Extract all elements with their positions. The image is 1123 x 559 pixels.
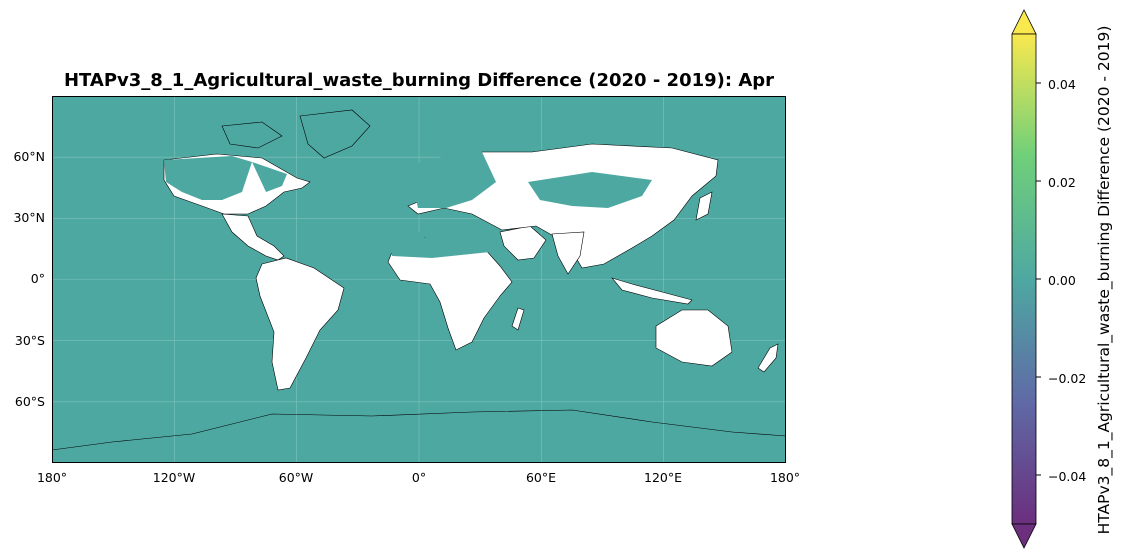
colorbar-tick-neg-0-02: −0.02 bbox=[1048, 371, 1087, 386]
lon-tick-60w: 60°W bbox=[278, 470, 314, 485]
lat-tick-30n: 30°N bbox=[13, 210, 45, 225]
coast-arctic-islands bbox=[221, 121, 283, 149]
overlay-central-asia bbox=[528, 172, 652, 208]
lon-tick-120w: 120°W bbox=[152, 470, 196, 485]
map-plot bbox=[52, 96, 786, 463]
lat-tick-60s: 60°S bbox=[14, 394, 45, 409]
colorbar-tick-neg-0-04: −0.04 bbox=[1048, 469, 1087, 484]
land-new-zealand bbox=[757, 343, 779, 373]
land-indonesia bbox=[611, 277, 693, 305]
overlay-canada bbox=[164, 156, 252, 200]
land-central-america bbox=[221, 213, 285, 261]
colorbar-gradient bbox=[1011, 33, 1037, 525]
colorbar-label: HTAPv3_8_1_Agricultural_waste_burning Di… bbox=[1095, 25, 1113, 535]
land-india bbox=[551, 231, 585, 275]
colorbar-tickmarks bbox=[1036, 82, 1041, 476]
map-title: HTAPv3_8_1_Agricultural_waste_burning Di… bbox=[63, 70, 775, 91]
colorbar-extend-min bbox=[1011, 523, 1037, 549]
coast-antarctica bbox=[52, 409, 786, 451]
coastline-extras bbox=[52, 109, 786, 451]
land-japan bbox=[695, 191, 713, 221]
map-border bbox=[52, 96, 786, 463]
land-south-america bbox=[255, 257, 345, 391]
land-australia bbox=[655, 309, 733, 367]
overlay-north-africa bbox=[386, 224, 490, 258]
lon-tick-0: 0° bbox=[411, 470, 427, 485]
lat-tick-60n: 60°N bbox=[13, 149, 45, 164]
overlay-europe bbox=[408, 152, 496, 208]
colorbar-extend-max bbox=[1011, 9, 1037, 35]
teal-land-overlays bbox=[164, 152, 652, 258]
lon-tick-60e: 60°E bbox=[525, 470, 557, 485]
overlay-canada-east bbox=[252, 162, 287, 192]
lon-tick-180e: 180° bbox=[769, 470, 801, 485]
colorbar-tick-0-02: 0.02 bbox=[1048, 175, 1076, 190]
lat-tick-0: 0° bbox=[30, 271, 45, 286]
lat-tick-30s: 30°S bbox=[14, 333, 45, 348]
land-madagascar bbox=[511, 307, 525, 331]
colorbar-tick-0-04: 0.04 bbox=[1048, 77, 1076, 92]
lon-tick-120e: 120°E bbox=[643, 470, 683, 485]
coast-greenland bbox=[299, 109, 371, 159]
lon-tick-180w: 180° bbox=[36, 470, 68, 485]
colorbar bbox=[1011, 9, 1041, 549]
colorbar-tick-0-00: 0.00 bbox=[1048, 273, 1076, 288]
